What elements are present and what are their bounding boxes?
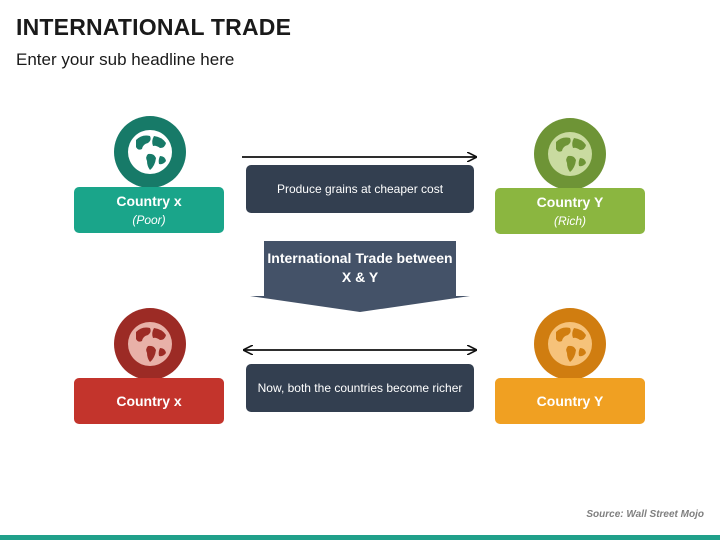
country-y-box: Country Y (495, 378, 645, 424)
globe-icon (114, 116, 186, 188)
country-name: Country x (116, 392, 182, 409)
country-name: Country x (116, 192, 182, 209)
country-x-box: Country x (74, 378, 224, 424)
country-name: Country Y (536, 193, 604, 210)
country-name: Country Y (536, 392, 604, 409)
globe-icon (114, 308, 186, 380)
page-title: INTERNATIONAL TRADE (16, 14, 292, 40)
top-flow-label: Produce grains at cheaper cost (246, 165, 474, 213)
country-note: (Rich) (554, 213, 586, 228)
country-note: (Poor) (132, 212, 166, 227)
globe-icon (534, 118, 606, 190)
country-x-poor-box: Country x (Poor) (74, 187, 224, 233)
source-note: Source: Wall Street Mojo (586, 509, 704, 520)
center-banner-arrow (250, 241, 470, 312)
page-subtitle: Enter your sub headline here (16, 50, 235, 69)
country-y-rich-box: Country Y (Rich) (495, 188, 645, 234)
bottom-accent-bar (0, 535, 720, 540)
center-banner-label: International Trade between X & Y (267, 250, 453, 285)
bottom-flow-label: Now, both the countries become richer (246, 364, 474, 412)
globe-icon (534, 308, 606, 380)
